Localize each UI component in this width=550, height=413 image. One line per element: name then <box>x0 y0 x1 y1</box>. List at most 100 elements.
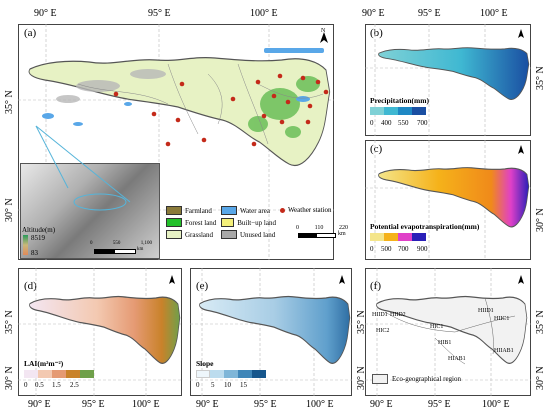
legend-b-tick-3: 700 <box>417 119 428 127</box>
inset-scale-labels: 0 550 1,100 <box>90 241 152 246</box>
axis-b-lat: 35° N <box>535 66 546 90</box>
legend-c-title: Potential evapotranspiration(mm) <box>370 222 480 231</box>
axis-d-lon-3: 100° E <box>132 399 160 410</box>
axis-e-lon-2: 95° E <box>254 399 277 410</box>
legend-d-tick-3: 2.5 <box>70 381 79 389</box>
panel-label-c: (c) <box>370 143 383 155</box>
axis-d-lat-1: 35° N <box>4 310 15 334</box>
panel-c-svg <box>365 140 531 260</box>
legend-d-tick-2: 1.5 <box>52 381 61 389</box>
inset-altitude-title: Altitude(m) <box>22 226 56 234</box>
legend-f: Eco-geographical region <box>372 374 461 384</box>
north-arrow-c <box>518 145 524 154</box>
region-c <box>377 167 530 228</box>
legend-c-tick-3: 900 <box>417 245 428 253</box>
legend-item-builtup: Built−up land <box>221 218 276 227</box>
north-arrow-d <box>169 275 175 284</box>
scale-a-labels: 0 110 220 <box>296 225 348 231</box>
legend-b-ramp <box>370 107 426 115</box>
region-label-3: HIC1 <box>430 324 444 330</box>
panel-label-a: (a) <box>24 27 37 39</box>
panel-f-svg <box>365 268 531 396</box>
axis-e-lon-1: 90° E <box>196 399 219 410</box>
inset-scale-2: 1,100 <box>140 241 152 246</box>
legend-b-tick-2: 550 <box>398 119 409 127</box>
region-label-2: HIID2 <box>390 312 406 318</box>
scale-a-bar <box>298 233 336 238</box>
region-d <box>28 295 181 364</box>
legend-station: Weather station <box>280 206 332 214</box>
county-boundaries <box>77 63 324 145</box>
region-label-7: HIID1 <box>478 308 494 314</box>
panel-f-map <box>365 268 531 396</box>
inset-altitude-min: 83 <box>31 249 38 257</box>
legend-b-tick-0: 0 <box>370 119 374 127</box>
region-label-6: HIAB1 <box>448 356 466 362</box>
north-arrow-a <box>320 32 328 43</box>
legend-f-swatch <box>372 374 388 384</box>
legend-item-forest: Forest land <box>166 218 221 227</box>
region-label-8: HIIC1 <box>494 316 510 322</box>
north-label-a: N <box>321 28 326 34</box>
axis-d-lat-2: 30° N <box>4 366 15 390</box>
north-arrow-e <box>339 275 345 284</box>
inset-lines <box>35 125 131 211</box>
legend-e-tick-2: 10 <box>224 381 231 389</box>
inset-scale-1: 550 <box>112 241 121 246</box>
axis-a-lon-1: 90° E <box>34 8 57 19</box>
legend-e-tick-1: 5 <box>211 381 215 389</box>
legend-item-farmland: Farmland <box>166 206 221 215</box>
legend-e-ramp <box>196 370 266 378</box>
scale-a-unit: km <box>338 231 346 237</box>
water-bodies <box>42 48 324 126</box>
region-e <box>198 295 351 364</box>
axis-a-lon-2: 95° E <box>148 8 171 19</box>
station-icon <box>280 207 285 213</box>
legend-d-tick-0: 0 <box>24 381 28 389</box>
landuse-legend: Farmland Water area Forest land Built−up… <box>166 206 276 239</box>
scale-a-2: 220 <box>339 225 348 231</box>
legend-f-label: Eco-geographical region <box>392 375 461 383</box>
scale-a-1: 110 <box>314 225 324 231</box>
panel-b-svg <box>365 24 531 136</box>
legend-c-tick-1: 500 <box>381 245 392 253</box>
legend-d-title: LAI(m²m⁻²) <box>24 359 64 368</box>
legend-c-ramp <box>370 233 426 241</box>
axis-b-lon-3: 100° E <box>480 8 508 19</box>
legend-b-title: Precipitation(mm) <box>370 96 430 105</box>
north-arrow-f <box>518 275 524 284</box>
panel-label-f: (f) <box>370 280 381 292</box>
legend-d-ramp <box>24 370 94 378</box>
inset-scale-unit: km <box>137 247 144 252</box>
legend-c-tick-0: 0 <box>370 245 374 253</box>
panel-d-svg <box>18 268 182 396</box>
legend-item-grassland: Grassland <box>166 230 221 239</box>
panel-a-svg <box>18 24 334 260</box>
region-label-4: HIC2 <box>376 328 390 334</box>
axis-f-lat-1: 35° N <box>535 310 546 334</box>
axis-f-lat-2: 30° N <box>535 366 546 390</box>
north-arrow-b <box>518 29 524 38</box>
axis-a-lat-1: 35° N <box>4 90 15 114</box>
axis-d-lon-1: 90° E <box>28 399 51 410</box>
legend-c-tick-2: 700 <box>398 245 409 253</box>
weather-stations <box>113 73 329 147</box>
inset-scale-bar <box>94 249 136 254</box>
panel-label-d: (d) <box>24 280 37 292</box>
scale-a-0: 0 <box>296 225 299 231</box>
legend-d-tick-1: 0.5 <box>35 381 44 389</box>
axis-d-lon-2: 95° E <box>82 399 105 410</box>
axis-f-lon-1: 90° E <box>370 399 393 410</box>
axis-f-lon-2: 95° E <box>428 399 451 410</box>
axis-b-lon-2: 95° E <box>418 8 441 19</box>
inset-altitude-max: 8519 <box>31 234 45 242</box>
legend-item-water: Water area <box>221 206 276 215</box>
legend-b-tick-1: 400 <box>381 119 392 127</box>
axis-c-lat: 30° N <box>535 208 546 232</box>
legend-item-unused: Unused land <box>221 230 276 239</box>
inset-altitude-map <box>20 163 160 259</box>
axis-f-lon-3: 100° E <box>482 399 510 410</box>
region-label-1: HIID1 <box>372 312 388 318</box>
legend-e-tick-0: 0 <box>196 381 200 389</box>
region-b <box>378 47 530 100</box>
